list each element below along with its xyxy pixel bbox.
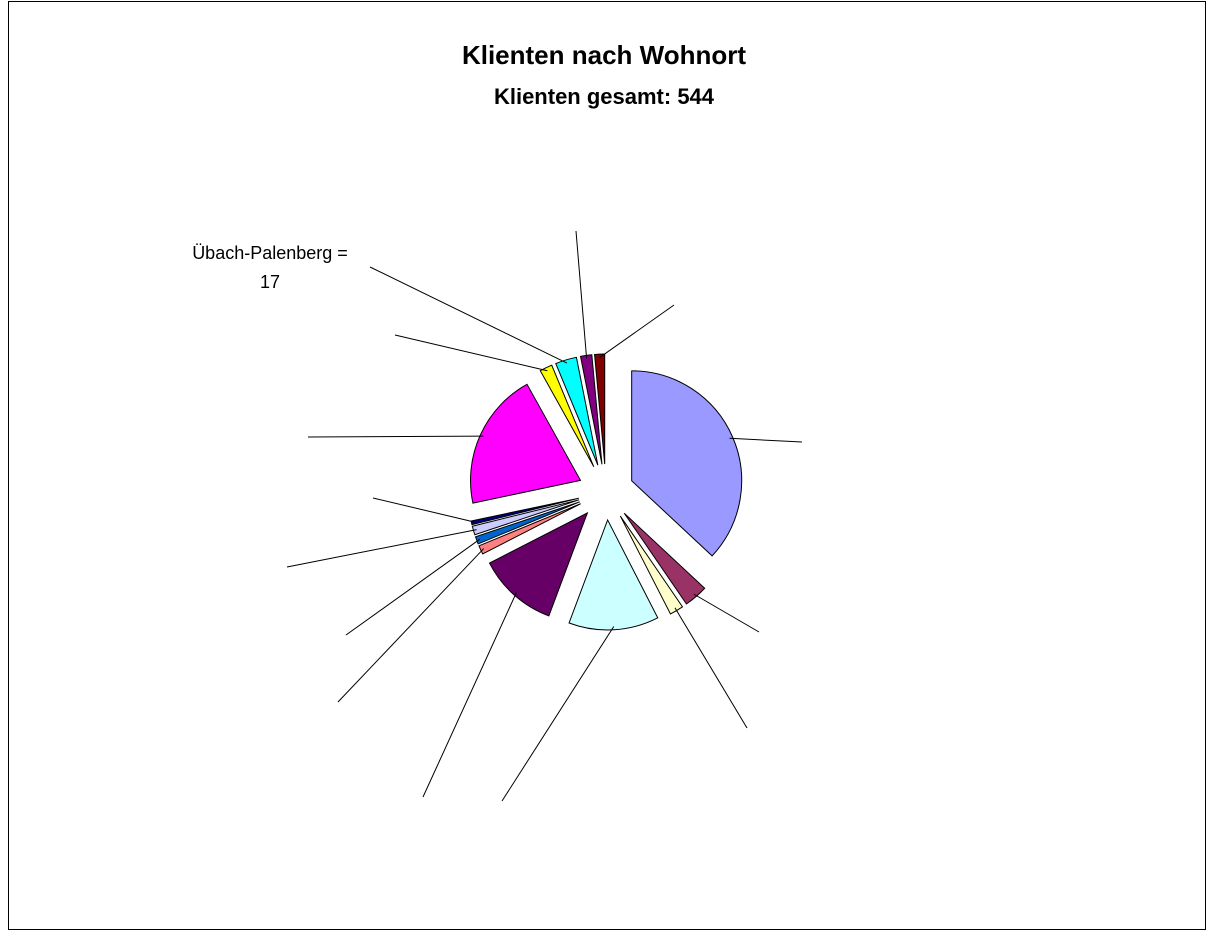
data-label-line: 17 — [260, 272, 280, 292]
chart-frame — [8, 1, 1206, 930]
leader-line — [422, 592, 517, 798]
leader-line — [394, 334, 548, 372]
leader-line — [501, 626, 615, 802]
pie-slice — [474, 501, 580, 545]
data-label-line: Übach-Palenberg = — [192, 243, 348, 263]
chart-title: Klienten nach Wohnort — [462, 40, 746, 70]
pie-slice — [568, 518, 659, 631]
data-label: Übach-Palenberg = 17 — [192, 243, 348, 292]
pie-slice — [555, 356, 599, 466]
leader-line — [345, 538, 481, 636]
leader-line — [369, 266, 568, 364]
leader-line — [286, 529, 477, 568]
pie-slice — [631, 370, 743, 557]
leader-line — [337, 548, 485, 703]
leader-line — [307, 435, 484, 438]
pie-slice — [623, 512, 706, 605]
pie-slice — [478, 503, 581, 555]
chart-subtitle: Klienten gesamt: 544 — [494, 84, 715, 109]
leader-line — [674, 607, 748, 729]
leader-line — [693, 593, 760, 633]
leader-line — [599, 304, 675, 358]
pie-slice — [539, 364, 595, 468]
pie-slice — [470, 383, 582, 504]
leader-line — [575, 230, 588, 359]
leader-line — [729, 437, 803, 443]
pie-slice — [488, 511, 589, 617]
leader-line — [372, 497, 475, 523]
